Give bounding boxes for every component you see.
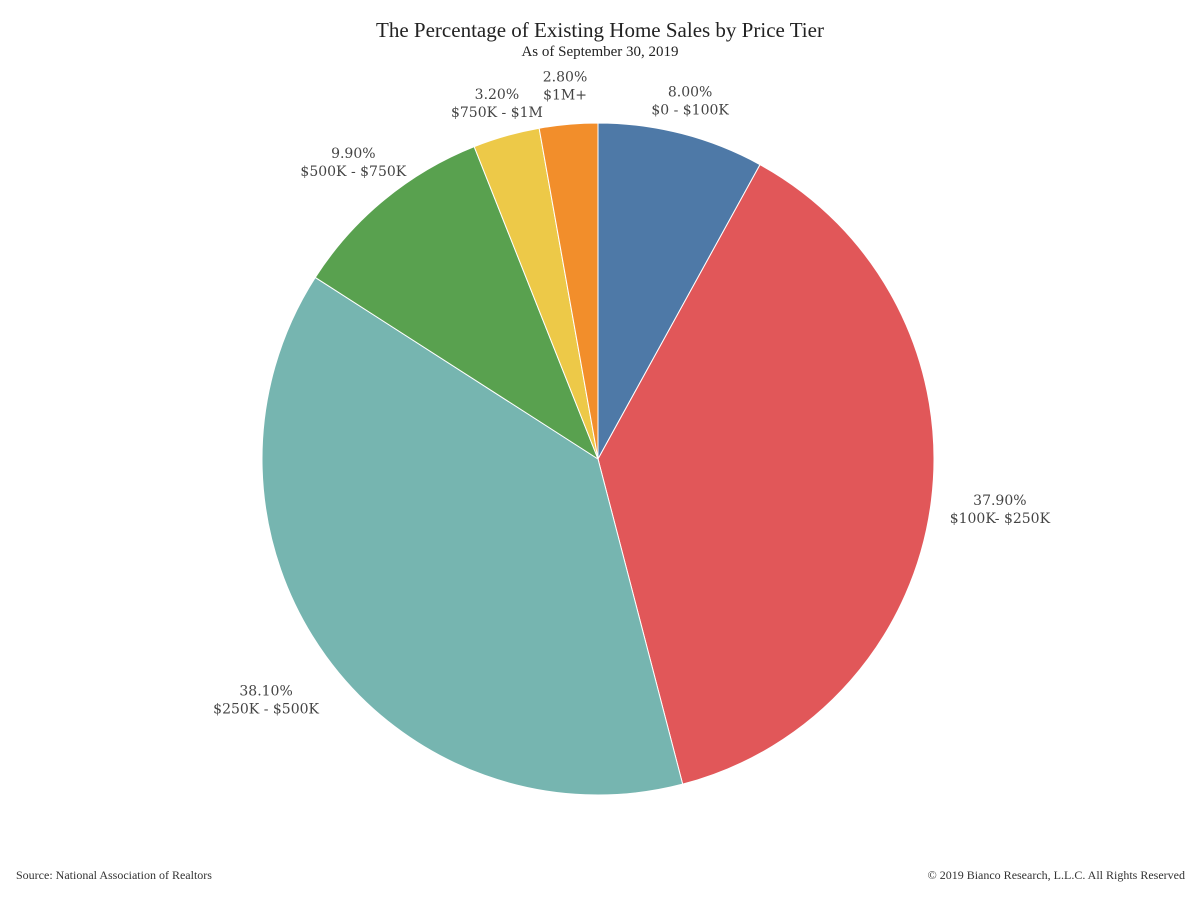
- pie-slice-0: [597, 122, 761, 460]
- slice-label-0: 8.00% $0 - $100K: [651, 85, 729, 119]
- slice-label-4: 3.20% $750K - $1M: [451, 87, 543, 121]
- pie-slice-5: [538, 122, 599, 460]
- slice-value-label: 38.10%: [239, 684, 292, 700]
- slice-category-label: $1M+: [543, 87, 587, 103]
- pie-slice-3: [314, 145, 600, 461]
- slice-label-3: 9.90% $500K - $750K: [300, 146, 406, 180]
- pie-slice-1: [597, 163, 935, 785]
- slice-value-label: 9.90%: [331, 146, 375, 162]
- slice-category-label: $750K - $1M: [451, 105, 543, 121]
- slice-category-label: $0 - $100K: [651, 103, 729, 119]
- slice-label-2: 38.10% $250K - $500K: [213, 684, 319, 718]
- slice-label-1: 37.90% $100K- $250K: [950, 493, 1051, 527]
- slice-category-label: $500K - $750K: [300, 164, 406, 180]
- pie-slice-2: [261, 276, 684, 796]
- slice-category-label: $100K- $250K: [950, 511, 1051, 527]
- slice-value-label: 37.90%: [973, 493, 1026, 509]
- copyright-note: © 2019 Bianco Research, L.L.C. All Right…: [927, 868, 1185, 882]
- chart-subtitle: As of September 30, 2019: [521, 44, 679, 60]
- slice-value-label: 2.80%: [543, 69, 587, 85]
- pie-labels: 8.00% $0 - $100K 37.90% $100K- $250K 38.10% $…: [213, 69, 1050, 717]
- slice-value-label: 8.00%: [668, 85, 712, 101]
- slice-value-label: 3.20%: [475, 87, 519, 103]
- slice-label-5: 2.80% $1M+: [543, 69, 587, 103]
- chart-title: The Percentage of Existing Home Sales by…: [376, 18, 824, 42]
- pie-slices: [261, 122, 935, 796]
- slice-category-label: $250K - $500K: [213, 702, 319, 718]
- source-note: Source: National Association of Realtors: [16, 868, 212, 882]
